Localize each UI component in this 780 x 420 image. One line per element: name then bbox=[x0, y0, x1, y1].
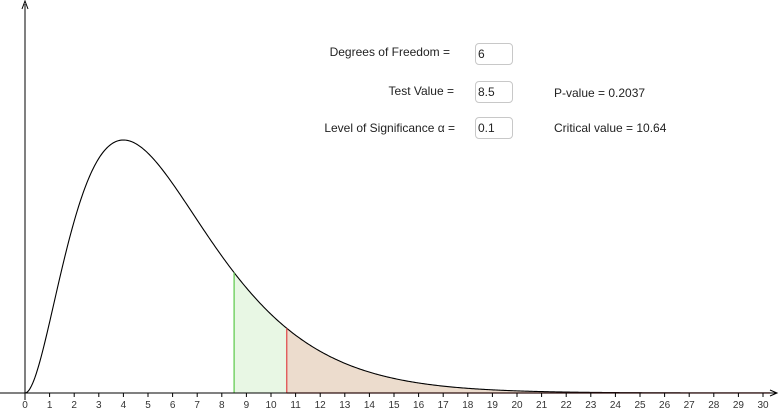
critical-value-text: Critical value = 10.64 bbox=[554, 121, 667, 135]
x-tick-label: 6 bbox=[170, 400, 176, 411]
x-tick-label: 16 bbox=[413, 400, 425, 411]
x-tick-label: 24 bbox=[610, 400, 622, 411]
x-tick-label: 28 bbox=[708, 400, 720, 411]
x-tick-label: 1 bbox=[47, 400, 53, 411]
x-tick-label: 14 bbox=[364, 400, 376, 411]
x-tick-label: 15 bbox=[388, 400, 400, 411]
x-tick-label: 22 bbox=[561, 400, 573, 411]
df-label: Degrees of Freedom = bbox=[329, 45, 450, 59]
x-tick-label: 23 bbox=[585, 400, 597, 411]
x-tick-label: 19 bbox=[487, 400, 499, 411]
x-tick-label: 18 bbox=[462, 400, 474, 411]
significance-label: Level of Significance α = bbox=[324, 121, 455, 135]
test-value-input[interactable] bbox=[475, 81, 513, 103]
x-tick-label: 8 bbox=[219, 400, 225, 411]
x-tick-label: 7 bbox=[194, 400, 200, 411]
df-input[interactable] bbox=[475, 43, 513, 65]
x-tick-label: 26 bbox=[659, 400, 671, 411]
significance-input[interactable] bbox=[475, 117, 513, 139]
x-tick-label: 0 bbox=[22, 400, 28, 411]
x-axis-ticks: 0 1 2 3 4 5 6 7 8 9 10 11 12 13 14 15 16 17 18 19 20 21 22 23 24… bbox=[22, 393, 769, 411]
x-tick-label: 3 bbox=[96, 400, 102, 411]
x-tick-label: 2 bbox=[71, 400, 77, 411]
x-axis-arrow bbox=[769, 389, 779, 397]
x-tick-label: 29 bbox=[733, 400, 745, 411]
rejection-region-fill bbox=[286, 328, 771, 393]
test-value-label: Test Value = bbox=[388, 84, 454, 98]
x-tick-label: 21 bbox=[536, 400, 548, 411]
y-axis-arrow bbox=[21, 0, 29, 10]
density-curve-layer bbox=[24, 139, 771, 394]
x-tick-label: 12 bbox=[315, 400, 327, 411]
x-tick-label: 10 bbox=[265, 400, 277, 411]
p-value-text: P-value = 0.2037 bbox=[554, 86, 646, 100]
x-tick-label: 25 bbox=[634, 400, 646, 411]
x-tick-label: 20 bbox=[511, 400, 523, 411]
x-tick-label: 30 bbox=[757, 400, 769, 411]
x-tick-label: 4 bbox=[121, 400, 127, 411]
x-tick-label: 13 bbox=[339, 400, 351, 411]
x-tick-label: 17 bbox=[438, 400, 450, 411]
x-tick-label: 11 bbox=[290, 400, 301, 411]
test-region-fill bbox=[234, 272, 287, 393]
axes bbox=[0, 0, 779, 400]
shaded-areas bbox=[234, 272, 771, 393]
x-tick-label: 5 bbox=[145, 400, 151, 411]
x-tick-label: 27 bbox=[684, 400, 696, 411]
density-curve bbox=[24, 139, 771, 394]
x-tick-label: 9 bbox=[244, 400, 250, 411]
